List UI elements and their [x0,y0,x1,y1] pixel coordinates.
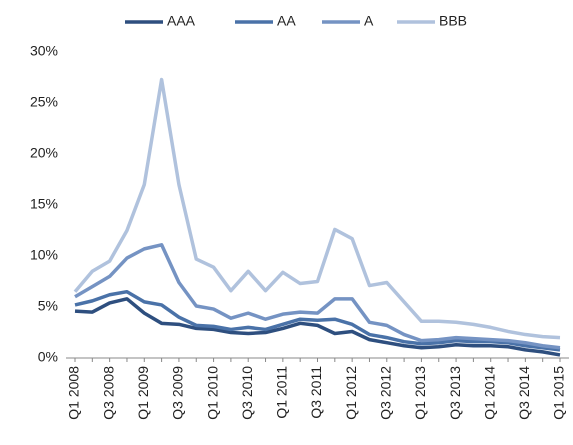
x-tick-label: Q1 2008 [66,366,82,420]
legend-item: AAA [125,13,196,29]
legend-label: BBB [439,13,467,29]
legend-item: A [322,13,374,29]
legend-label: AAA [167,13,196,29]
x-tick-label: Q1 2009 [135,366,151,420]
y-tick-label: 25% [30,94,58,110]
x-tick-label: Q1 2015 [551,366,567,420]
y-tick-label: 0% [38,349,58,365]
x-tick-label: Q3 2010 [239,366,255,420]
x-tick-label: Q3 2011 [308,366,324,419]
x-tick-label: Q3 2013 [447,366,463,420]
x-tick-label: Q3 2008 [100,366,116,420]
y-tick-label: 10% [30,247,58,263]
series-line [74,243,561,350]
x-tick-label: Q3 2014 [516,366,532,420]
y-tick-label: 20% [30,145,58,161]
x-tick-label: Q1 2014 [481,366,497,420]
legend-label: A [364,13,374,29]
x-tick-label: Q3 2012 [377,366,393,420]
legend-label: AA [277,13,296,29]
legend-item: AA [235,13,296,29]
x-tick-label: Q1 2012 [343,366,359,420]
x-tick-label: Q1 2013 [412,366,428,420]
x-tick-label: Q1 2010 [204,366,220,420]
series-line [74,289,561,352]
x-tick-label: Q3 2009 [170,366,186,420]
x-tick-label: Q1 2011 [274,366,290,419]
series-line [74,297,561,357]
y-tick-label: 30% [30,43,58,59]
y-tick-label: 5% [38,298,58,314]
legend-item: BBB [397,13,467,29]
series-line [73,77,561,340]
y-tick-label: 15% [30,196,58,212]
